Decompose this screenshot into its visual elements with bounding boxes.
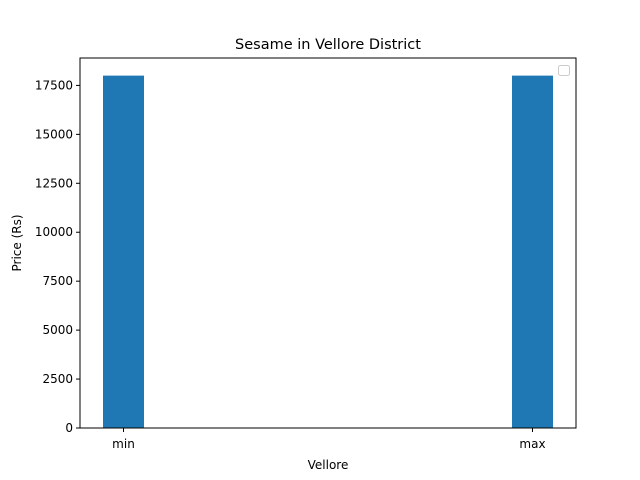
y-axis-ticks: 0 2500 5000 7500 10000 12500 15000 17500 <box>35 78 80 435</box>
y-tick-label: 5000 <box>42 323 73 337</box>
bars <box>103 75 553 428</box>
legend-box <box>558 65 570 76</box>
x-tick-label: min <box>112 437 135 451</box>
y-tick-label: 0 <box>65 421 73 435</box>
bar-max <box>512 75 553 428</box>
y-tick-label: 17500 <box>35 78 73 92</box>
x-axis-label: Vellore <box>308 458 349 472</box>
y-tick-label: 10000 <box>35 225 73 239</box>
y-tick-label: 12500 <box>35 176 73 190</box>
x-tick-label: max <box>519 437 545 451</box>
y-axis-label: Price (Rs) <box>10 214 24 271</box>
y-tick-label: 2500 <box>42 372 73 386</box>
y-tick-label: 15000 <box>35 127 73 141</box>
plot-frame <box>79 57 577 429</box>
chart-title: Sesame in Vellore District <box>235 37 421 53</box>
x-axis-ticks: min max <box>112 428 546 451</box>
y-tick-label: 7500 <box>42 274 73 288</box>
bar-min <box>103 75 144 428</box>
